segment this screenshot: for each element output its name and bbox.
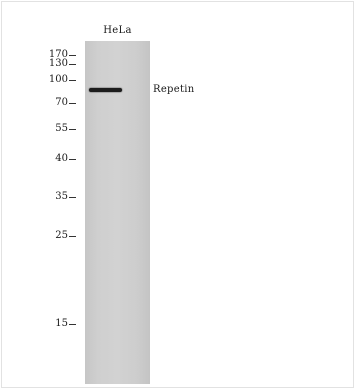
marker-label: 130 [48,58,68,69]
marker-tick [69,158,76,160]
blot-lane [85,41,150,384]
marker-tick [69,323,76,325]
marker-70: 70 [55,97,76,109]
marker-tick [69,128,76,130]
marker-label: 15 [55,318,68,329]
marker-170: 170 [49,49,76,61]
marker-tick [69,54,76,56]
marker-label: 55 [55,123,68,134]
marker-tick [69,63,76,65]
protein-band [89,88,122,92]
marker-label: 35 [55,191,68,202]
marker-tick [69,79,76,81]
marker-35: 35 [55,191,76,203]
marker-tick [69,235,76,237]
lane-label: HeLa [103,25,132,36]
marker-label: 25 [55,230,68,241]
marker-label: 100 [48,74,68,85]
marker-25: 25 [55,230,76,242]
marker-55: 55 [55,123,76,135]
marker-label: 170 [48,49,68,60]
marker-40: 40 [55,153,76,165]
marker-label: 40 [55,153,68,164]
marker-tick [69,196,76,198]
marker-label: 70 [55,97,68,108]
marker-130: 130 [49,58,76,70]
marker-tick [69,102,76,104]
band-label: Repetin [153,84,195,95]
marker-15: 15 [55,318,76,330]
marker-100: 100 [49,74,76,86]
